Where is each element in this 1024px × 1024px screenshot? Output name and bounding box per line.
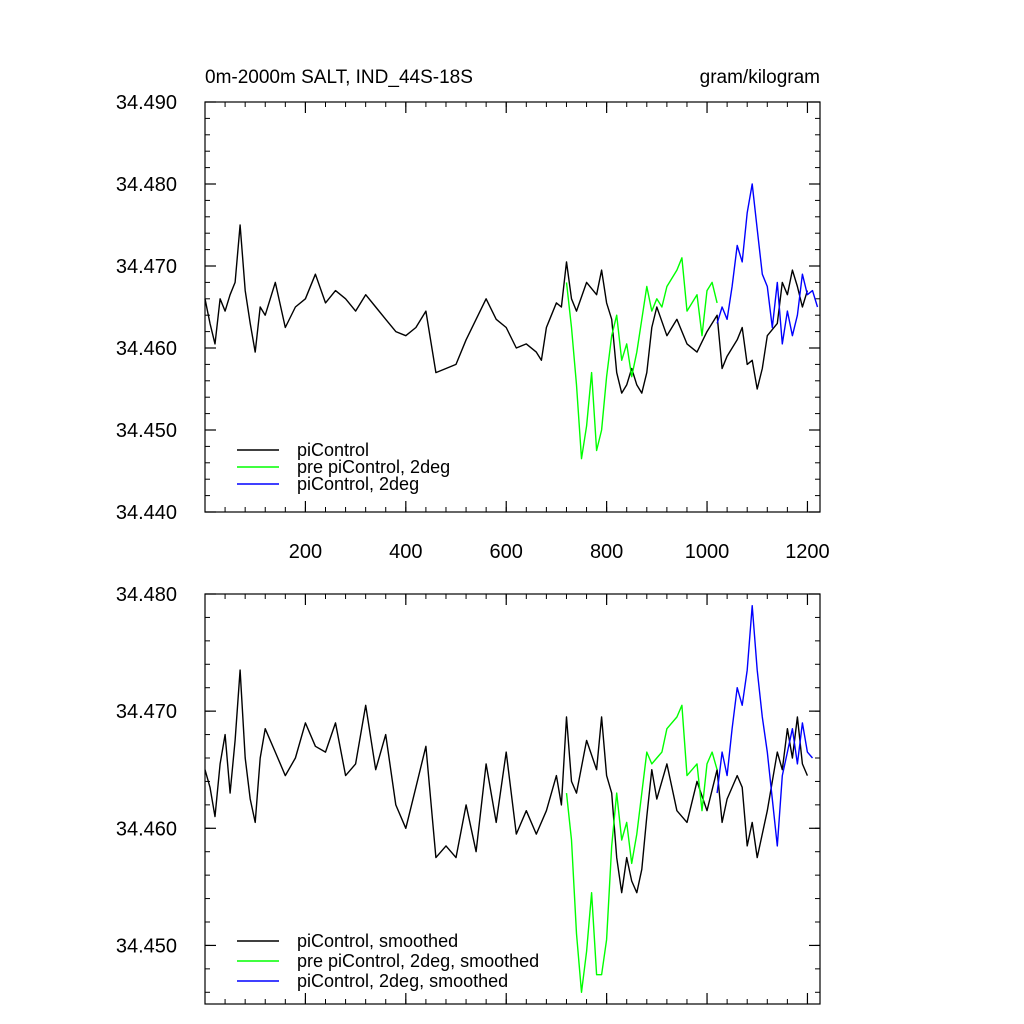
- y-tick-label: 34.450: [116, 420, 177, 442]
- legend-label: piControl, 2deg, smoothed: [297, 971, 508, 991]
- legend-label: piControl, 2deg: [297, 474, 419, 494]
- x-tick-label: 1000: [685, 541, 730, 563]
- x-tick-label: 1200: [785, 541, 830, 563]
- series-line-picontrol: [204, 224, 809, 394]
- series-line-pre-picontrol-2deg: [565, 257, 718, 460]
- legend-label: pre piControl, 2deg, smoothed: [297, 951, 539, 971]
- x-tick-label: 400: [389, 541, 422, 563]
- series-line-picontrol-smoothed: [204, 669, 809, 894]
- y-tick-label: 34.460: [116, 338, 177, 360]
- series-line-pre-picontrol-2deg-smoothed: [565, 704, 718, 993]
- plot-frame: [204, 101, 821, 513]
- y-tick-label: 34.480: [116, 584, 177, 606]
- y-tick-label: 34.470: [116, 701, 177, 723]
- panel-units: gram/kilogram: [700, 67, 820, 88]
- legend-label: piControl, smoothed: [297, 931, 458, 951]
- plot-frame: [204, 593, 821, 1005]
- x-tick-label: 200: [289, 541, 322, 563]
- legend-label: pre piControl, 2deg: [297, 457, 450, 477]
- y-tick-label: 34.480: [116, 174, 177, 196]
- legend-label: piControl: [297, 440, 369, 460]
- x-tick-label: 800: [590, 541, 623, 563]
- y-tick-label: 34.490: [116, 92, 177, 114]
- y-tick-label: 34.470: [116, 256, 177, 278]
- bottom-panel: 34.450 34.460 34.470 34.480 piControl, smoot…: [116, 584, 821, 1005]
- x-tick-label: 600: [490, 541, 523, 563]
- y-tick-label: 34.450: [116, 935, 177, 957]
- series-line-picontrol-2deg-smoothed: [716, 605, 814, 847]
- top-panel: 0m-2000m SALT, IND_44S-18S gram/kilogram…: [116, 67, 830, 563]
- y-tick-label: 34.440: [116, 502, 177, 524]
- y-tick-label: 34.460: [116, 818, 177, 840]
- series-line-picontrol-2deg: [716, 183, 819, 345]
- panel-title: 0m-2000m SALT, IND_44S-18S: [205, 67, 473, 88]
